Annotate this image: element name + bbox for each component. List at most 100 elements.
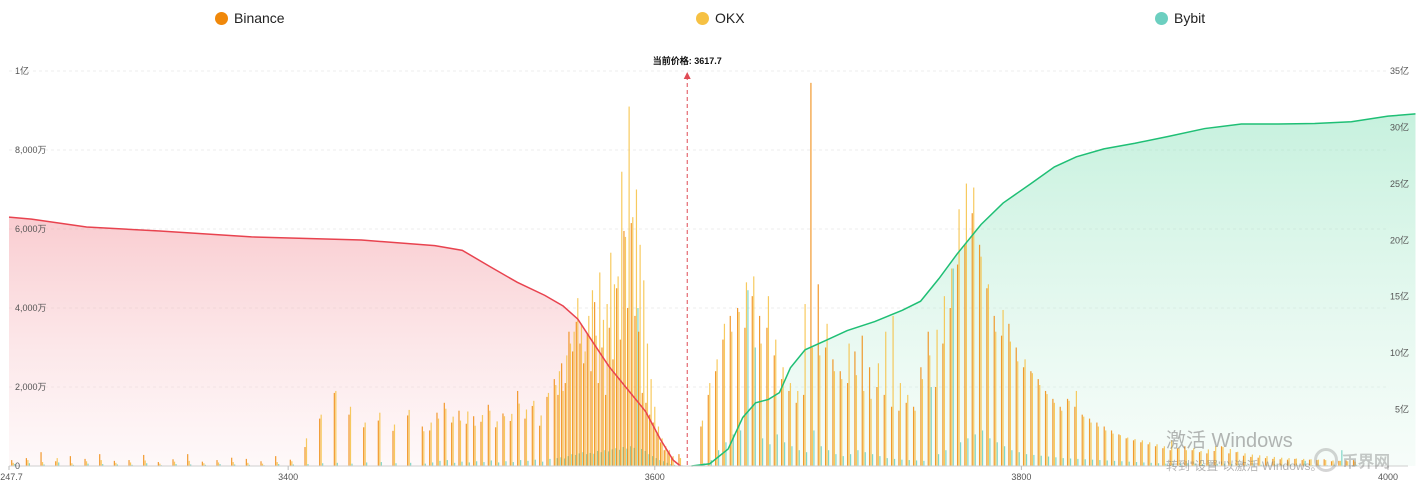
bar-binance <box>1103 426 1105 466</box>
bar-binance <box>978 244 981 466</box>
bar-bybit <box>791 446 793 466</box>
bar-okx <box>203 463 205 466</box>
bar-bybit <box>102 464 104 466</box>
bar-bybit <box>747 290 749 466</box>
bar-bybit <box>974 434 976 466</box>
bar-okx <box>639 244 641 466</box>
bar-bybit <box>1011 450 1013 466</box>
bar-binance <box>1140 442 1142 466</box>
bar-okx <box>393 424 396 466</box>
bar-okx <box>467 411 469 466</box>
legend-item-bybit[interactable]: Bybit <box>1155 10 1205 26</box>
bar-binance <box>766 327 768 466</box>
bar-binance <box>1015 347 1017 466</box>
bar-bybit <box>981 430 984 466</box>
bar-bybit <box>805 452 808 466</box>
bar-bybit <box>190 464 192 466</box>
bar-okx <box>159 463 161 466</box>
bar-binance <box>561 363 563 466</box>
bar-bybit <box>1047 456 1050 466</box>
bar-okx <box>518 403 520 466</box>
bar-bybit <box>626 448 628 466</box>
bar-bybit <box>871 454 874 466</box>
bar-binance <box>722 339 724 466</box>
y-left-tick-label: 0 <box>15 461 20 471</box>
bar-bybit <box>611 449 613 466</box>
bar-bybit <box>648 454 650 466</box>
bar-okx <box>958 209 960 466</box>
bar-binance <box>1059 406 1061 466</box>
bar-binance <box>846 383 849 466</box>
bar-okx <box>1149 442 1151 466</box>
bar-binance <box>333 392 335 466</box>
bar-bybit <box>1172 464 1174 466</box>
bar-okx <box>1200 450 1202 466</box>
bar-binance <box>678 454 680 466</box>
bar-okx <box>27 460 29 466</box>
bar-binance <box>1030 371 1032 466</box>
bar-bybit <box>761 438 764 466</box>
bar-bybit <box>1091 459 1094 466</box>
bar-binance <box>700 426 702 466</box>
y-right-tick-label: 25亿 <box>1390 178 1409 189</box>
bar-bybit <box>1253 464 1255 466</box>
bar-okx <box>1017 361 1019 466</box>
y-right-tick-label: 10亿 <box>1390 347 1409 358</box>
bar-bybit <box>879 456 881 466</box>
bar-bybit <box>1033 454 1035 466</box>
legend-item-binance[interactable]: Binance <box>215 10 285 26</box>
bar-binance <box>128 460 130 466</box>
bar-bybit <box>454 462 456 466</box>
bar-bybit <box>556 458 558 466</box>
bar-binance <box>817 284 819 466</box>
bar-bybit <box>864 452 866 466</box>
bar-binance <box>1154 446 1157 466</box>
y-right-tick-label: 30亿 <box>1390 121 1409 132</box>
bar-binance <box>605 394 607 466</box>
bar-binance <box>854 351 856 466</box>
bar-okx <box>1009 341 1011 466</box>
bar-okx <box>474 425 476 466</box>
legend-item-okx[interactable]: OKX <box>696 10 745 26</box>
bar-okx <box>1178 448 1180 466</box>
bar-bybit <box>644 450 646 466</box>
bar-bybit <box>1216 464 1218 466</box>
bar-binance <box>11 460 13 466</box>
bar-binance <box>601 347 603 466</box>
bar-binance <box>612 359 614 466</box>
bar-okx <box>914 410 916 466</box>
bar-okx <box>1134 439 1136 466</box>
bar-binance <box>509 420 511 466</box>
bar-binance <box>802 394 805 466</box>
bar-bybit <box>1121 461 1123 466</box>
bar-okx <box>943 296 946 466</box>
bar-okx <box>723 323 726 466</box>
bar-binance <box>912 406 915 466</box>
bar-okx <box>408 409 410 466</box>
bar-bybit <box>893 458 896 466</box>
bar-okx <box>921 379 924 466</box>
bar-okx <box>1061 410 1063 466</box>
bar-okx <box>1222 447 1224 466</box>
bar-binance <box>986 288 988 466</box>
bar-bybit <box>446 460 448 466</box>
bar-okx <box>533 400 535 466</box>
bar-okx <box>1266 456 1268 466</box>
bar-binance <box>788 390 790 466</box>
bar-binance <box>572 351 574 466</box>
bar-bybit <box>1113 460 1116 466</box>
bar-binance <box>773 355 775 466</box>
bar-binance <box>1118 434 1120 466</box>
bar-bybit <box>608 451 610 466</box>
bar-bybit <box>641 449 643 466</box>
bar-binance <box>729 315 731 466</box>
bar-bybit <box>582 452 584 466</box>
legend-label-binance: Binance <box>234 10 285 26</box>
bar-bybit <box>204 464 206 466</box>
bar-okx <box>885 331 887 466</box>
bar-binance <box>564 383 566 466</box>
bar-binance <box>993 315 995 466</box>
bar-binance <box>1308 459 1311 466</box>
bar-okx <box>775 339 777 466</box>
